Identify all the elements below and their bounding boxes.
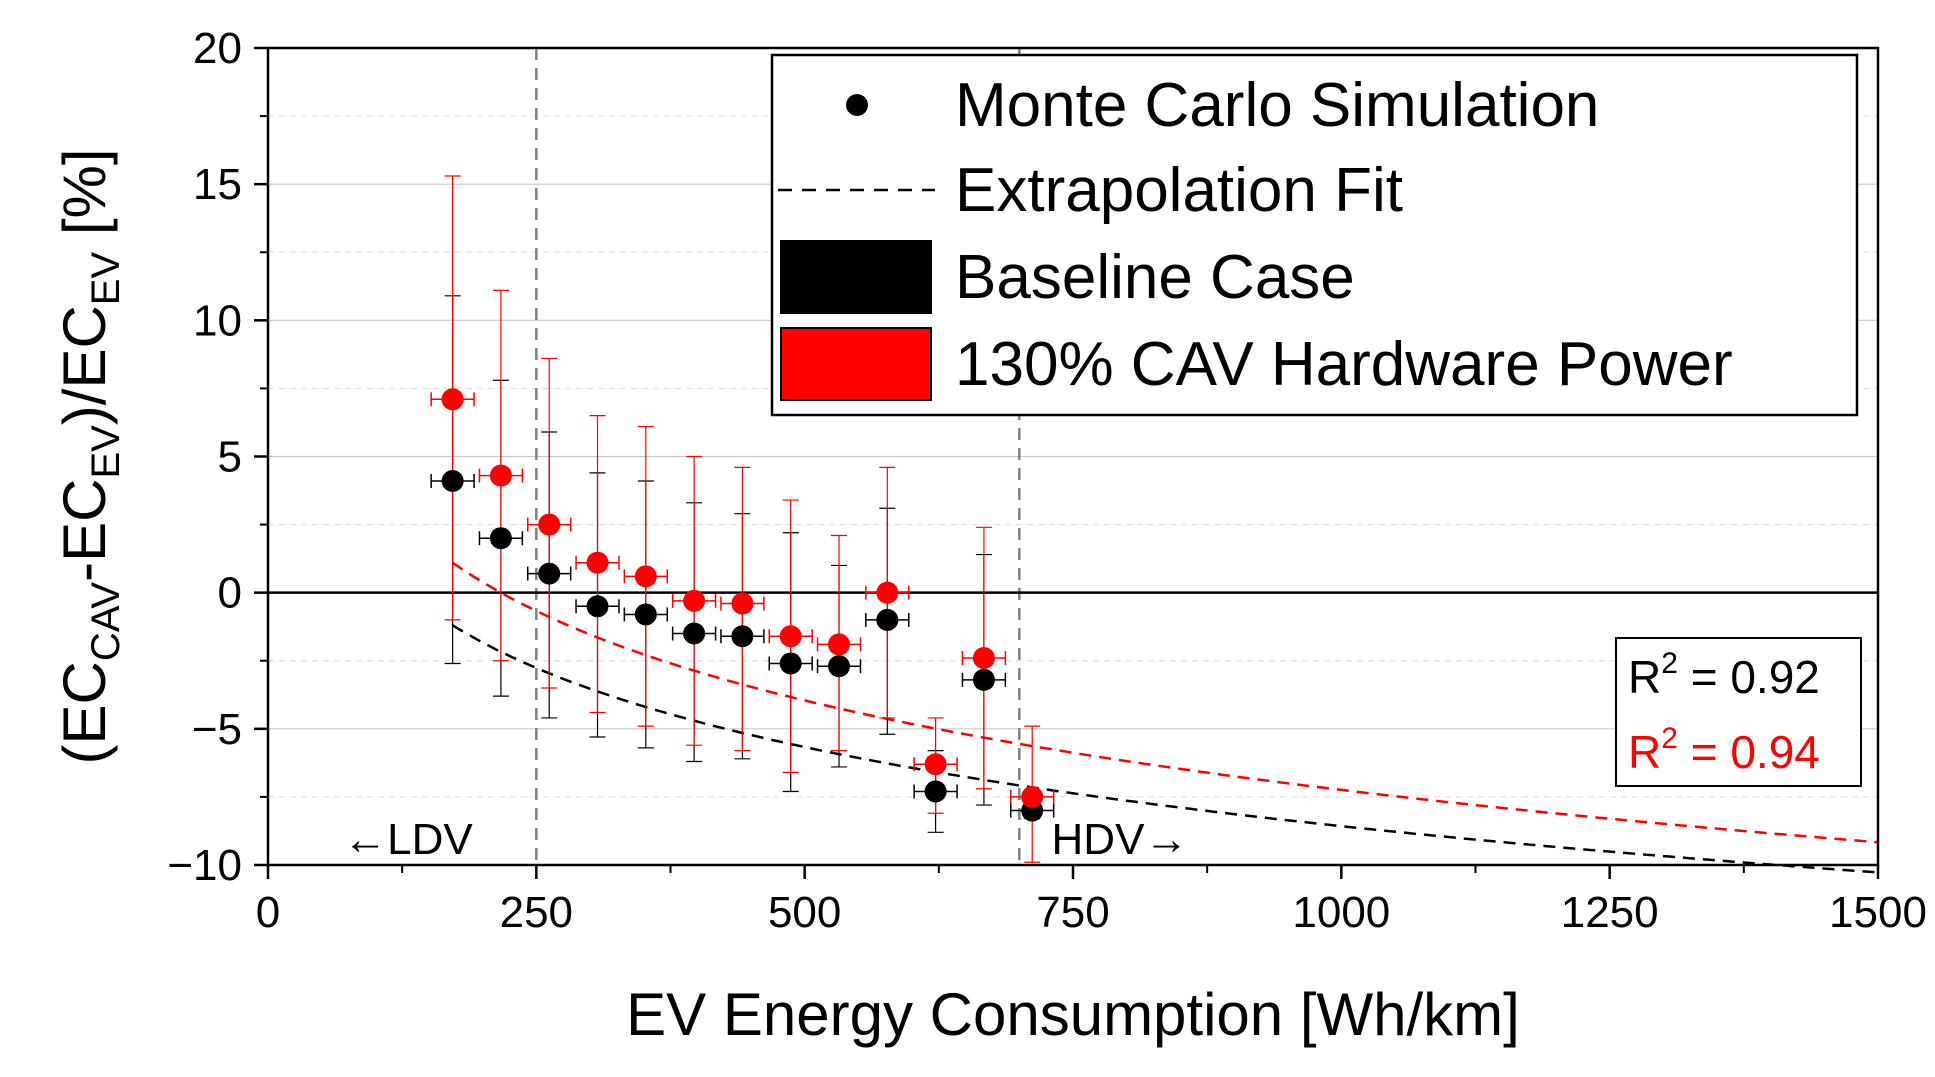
legend: Monte Carlo Simulation Extrapolation Fit B… [770,53,1859,417]
data-point [924,780,947,803]
y-axis-title-part: -EC [51,479,118,582]
legend-dot-marker [846,94,868,116]
data-point [876,608,899,631]
axes: 0 250 500 750 1000 1250 1500 −10 −5 0 5 10 15 20 [167,24,1927,937]
data-point [828,633,851,656]
r-squared-box: R2 = 0.92 R2 = 0.94 [1615,637,1862,787]
legend-frame [770,53,1859,417]
x-tick-label: 500 [768,888,841,937]
x-tick-label: 250 [500,888,573,937]
legend-label: Baseline Case [955,243,1355,312]
r-squared-value: = 0.94 [1678,726,1820,778]
data-point [634,565,657,588]
vertical-reference-lines [535,48,1021,865]
data-points [441,388,1044,822]
data-point [538,513,561,536]
x-tick-label: 1250 [1561,888,1659,937]
legend-label: Monte Carlo Simulation [955,71,1599,140]
data-point [683,622,706,645]
y-axis-title-subscript: EV [84,252,128,306]
y-tick-label: 0 [218,569,242,618]
data-point [876,581,899,604]
data-point [924,753,947,776]
legend-label: 130% CAV Hardware Power [955,330,1733,399]
data-point [779,625,802,648]
data-point [731,625,754,648]
data-point [1021,785,1044,808]
y-axis-title-part: )/EC [51,305,118,425]
data-point [586,551,609,574]
y-axis-title: (ECCAV-ECEV)/ECEV [%] [51,148,128,764]
region-label: ←LDV [343,815,473,864]
legend-color-box [780,240,932,314]
legend-color-box [780,327,932,401]
fit-curve [451,561,1879,844]
x-tick-label: 1500 [1829,888,1927,937]
y-axis-title-subscript: CAV [84,582,128,662]
superscript: 2 [1661,647,1678,680]
y-tick-label: 10 [193,296,242,345]
x-tick-label: 750 [1036,888,1109,937]
y-tick-label: 5 [218,433,242,482]
data-point [634,603,657,626]
x-axis-title: EV Energy Consumption [Wh/km] [626,981,1520,1048]
y-axis-title-part: (EC [51,661,118,764]
data-point [538,562,561,585]
legend-label: Extrapolation Fit [955,156,1403,225]
y-tick-label: −5 [192,705,242,754]
superscript: 2 [1661,722,1678,755]
y-axis-title-part: [%] [51,148,118,251]
fit-curves [451,561,1879,874]
data-point [779,652,802,675]
data-point [683,589,706,612]
y-axis-title-subscript: EV [84,425,128,479]
axis-labels: EV Energy Consumption [Wh/km](ECCAV-ECEV… [51,148,1520,1048]
x-tick-label: 1000 [1292,888,1390,937]
data-point [489,527,512,550]
data-point [489,464,512,487]
data-point [828,655,851,678]
data-point [972,647,995,670]
data-point [972,668,995,691]
x-tick-label: 0 [256,888,280,937]
data-point [586,595,609,618]
y-tick-label: 20 [193,24,242,73]
r-squared-label: R2 = 0.94 [1628,722,1820,778]
r-squared-frame [1615,637,1862,787]
y-tick-label: −10 [167,841,242,890]
r-squared-label: R2 = 0.92 [1628,647,1820,703]
region-label: HDV→ [1052,815,1189,864]
data-point [731,592,754,615]
r-squared-value: = 0.92 [1678,651,1820,703]
region-labels: ←LDV HDV→ [343,815,1188,864]
data-point [441,388,464,411]
y-tick-label: 15 [193,160,242,209]
data-point [441,470,464,493]
